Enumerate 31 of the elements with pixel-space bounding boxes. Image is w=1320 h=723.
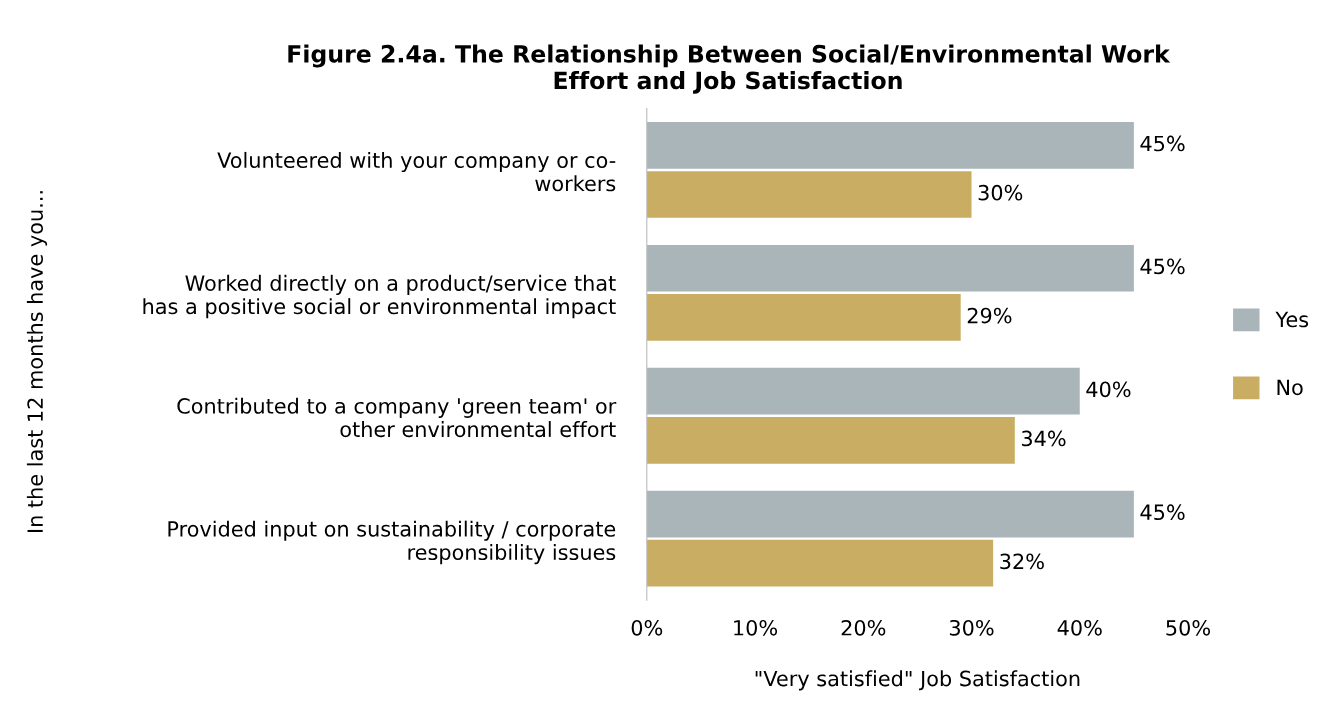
x-tick-label: 50% (1166, 619, 1210, 636)
bar (646, 490, 1134, 538)
y-tick-label: Volunteered with your company or co- workers (217, 151, 616, 192)
bar (646, 367, 1080, 415)
bar (646, 416, 1015, 464)
y-tick-label: Provided input on sustainability / corporate responsibility issues (168, 520, 616, 565)
x-tick-label: 20% (841, 619, 886, 636)
x-tick-label: 0% (631, 619, 663, 636)
x-tick-label: 30% (949, 619, 994, 636)
y-tick-label: Worked directly on a product/service that has a positive social or environmental impact (143, 274, 616, 319)
y-tick-label: Contributed to a company 'green team' or other environmental effort (177, 397, 617, 438)
bar (646, 121, 1134, 169)
legend-label: No (1277, 379, 1303, 396)
legend-label: Yes (1275, 311, 1309, 328)
bar (646, 244, 1134, 292)
data-label: 32% (1000, 553, 1044, 570)
x-tick-label: 10% (734, 619, 778, 636)
data-label: 45% (1140, 135, 1185, 152)
data-label: 40% (1086, 381, 1131, 398)
x-tick-label: 40% (1057, 619, 1102, 636)
data-label: 45% (1140, 258, 1185, 275)
data-label: 45% (1140, 504, 1185, 521)
bar (646, 171, 972, 218)
data-label: 29% (967, 307, 1012, 324)
x-axis-title: "Very satisfied" Job Satisfaction (755, 670, 1080, 691)
bar (646, 294, 961, 341)
y-axis-title: In the last 12 months have you... (26, 191, 48, 532)
data-label: 34% (1021, 430, 1066, 447)
chart-title: Figure 2.4a. The Relationship Between Social/Environmental Work Effort and Job Satisfaction (288, 44, 1171, 94)
bar (646, 539, 994, 587)
data-label: 30% (978, 184, 1023, 201)
